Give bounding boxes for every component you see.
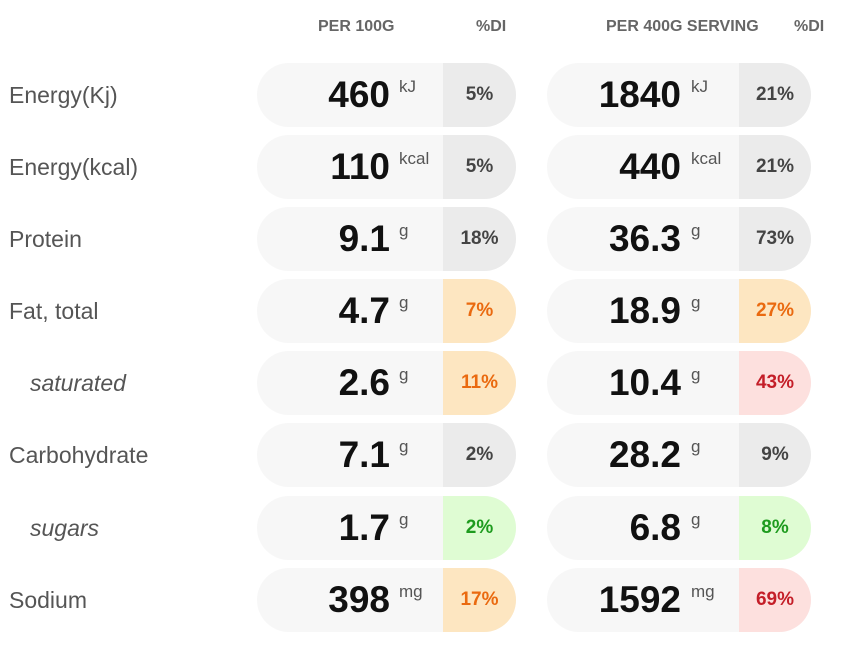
per-100g-unit: g <box>399 293 409 312</box>
nutrient-row-carbohydrate: Carbohydrate 7.1 g 2% 28.2 g 9% <box>0 423 844 487</box>
per-serving-di-badge: 21% <box>739 135 811 199</box>
per-serving-value: 28.2 <box>608 434 681 475</box>
per-100g-unit: g <box>399 221 409 240</box>
per-serving-unit: g <box>691 221 701 240</box>
per-serving-cell: 1840 kJ 21% <box>547 63 811 127</box>
per-serving-header: PER 400G SERVING <box>606 18 759 35</box>
per-100g-value: 110 <box>330 146 390 187</box>
per-100g-cell: 2.6 g 11% <box>257 351 516 415</box>
per-100g-cell: 9.1 g 18% <box>257 207 516 271</box>
nutrient-label: saturated <box>30 370 126 396</box>
per-serving-unit: g <box>691 510 701 529</box>
per-serving-di-badge: 69% <box>739 568 811 632</box>
per-serving-value: 6.8 <box>629 507 681 548</box>
per-serving-unit: mg <box>691 582 715 601</box>
per-serving-cell: 28.2 g 9% <box>547 423 811 487</box>
per-serving-unit: g <box>691 293 701 312</box>
per-serving-cell: 1592 mg 69% <box>547 568 811 632</box>
nutrient-label: sugars <box>30 515 100 541</box>
nutrient-label: Sodium <box>9 587 87 613</box>
per-100g-unit: g <box>399 365 409 384</box>
per-100g-cell: 4.7 g 7% <box>257 279 516 343</box>
nutrient-row-saturated: saturated 2.6 g 11% 10.4 g 43% <box>0 351 844 415</box>
per-serving-cell: 10.4 g 43% <box>547 351 811 415</box>
per-100g-value: 398 <box>328 579 390 620</box>
per-serving-value: 1840 <box>598 74 681 115</box>
per-100g-di-badge: 2% <box>443 423 516 487</box>
per-100g-value: 7.1 <box>338 434 390 475</box>
per-serving-di-badge: 73% <box>739 207 811 271</box>
nutrient-label: Fat, total <box>9 298 99 324</box>
per-100g-unit: mg <box>399 582 423 601</box>
per-serving-value: 440 <box>619 146 681 187</box>
per-100g-cell: 7.1 g 2% <box>257 423 516 487</box>
per-100g-di-badge: 18% <box>443 207 516 271</box>
per-100g-cell: 110 kcal 5% <box>257 135 516 199</box>
per-serving-di-badge: 9% <box>739 423 811 487</box>
nutrient-label: Carbohydrate <box>9 442 149 468</box>
per-serving-di-badge: 27% <box>739 279 811 343</box>
per-100g-di-badge: 11% <box>443 351 516 415</box>
per-serving-cell: 6.8 g 8% <box>547 496 811 560</box>
per-100g-di-badge: 17% <box>443 568 516 632</box>
per-100g-di-badge: 2% <box>443 496 516 560</box>
per-serving-unit: kcal <box>691 149 722 168</box>
per-100g-cell: 460 kJ 5% <box>257 63 516 127</box>
per-serving-di-badge: 8% <box>739 496 811 560</box>
per-serving-value: 10.4 <box>608 362 681 403</box>
per-serving-di-badge: 21% <box>739 63 811 127</box>
per-serving-unit: kJ <box>691 77 708 96</box>
nutrient-label: Energy(kcal) <box>9 154 139 180</box>
nutrient-label: Protein <box>9 226 82 252</box>
per-100g-di-badge: 7% <box>443 279 516 343</box>
di-header-per-100g: %DI <box>476 18 507 35</box>
per-100g-value: 4.7 <box>338 290 390 331</box>
per-serving-di-badge: 43% <box>739 351 811 415</box>
per-100g-unit: g <box>399 437 409 456</box>
per-100g-unit: g <box>399 510 409 529</box>
di-header-per-serving: %DI <box>794 18 825 35</box>
per-100g-header: PER 100G <box>318 18 395 35</box>
per-100g-value: 460 <box>328 74 390 115</box>
per-100g-value: 9.1 <box>338 218 390 259</box>
nutrient-label: Energy(Kj) <box>9 82 118 108</box>
nutrient-row-energy-kj: Energy(Kj) 460 kJ 5% 1840 kJ 21% <box>0 63 844 127</box>
per-serving-value: 18.9 <box>608 290 681 331</box>
per-100g-value: 1.7 <box>338 507 390 548</box>
per-serving-value: 1592 <box>598 579 681 620</box>
per-serving-cell: 36.3 g 73% <box>547 207 811 271</box>
per-100g-di-badge: 5% <box>443 135 516 199</box>
per-100g-cell: 1.7 g 2% <box>257 496 516 560</box>
per-serving-unit: g <box>691 365 701 384</box>
per-100g-di-badge: 5% <box>443 63 516 127</box>
nutrient-row-protein: Protein 9.1 g 18% 36.3 g 73% <box>0 207 844 271</box>
per-serving-unit: g <box>691 437 701 456</box>
nutrient-row-fat-total: Fat, total 4.7 g 7% 18.9 g 27% <box>0 279 844 343</box>
per-100g-cell: 398 mg 17% <box>257 568 516 632</box>
per-100g-unit: kcal <box>399 149 430 168</box>
per-serving-cell: 18.9 g 27% <box>547 279 811 343</box>
per-100g-unit: kJ <box>399 77 416 96</box>
per-serving-cell: 440 kcal 21% <box>547 135 811 199</box>
nutrient-row-sodium: Sodium 398 mg 17% 1592 mg 69% <box>0 568 844 632</box>
nutrient-row-energy-kcal: Energy(kcal) 110 kcal 5% 440 kcal 21% <box>0 135 844 199</box>
per-100g-value: 2.6 <box>338 362 390 403</box>
per-serving-value: 36.3 <box>608 218 681 259</box>
nutrient-row-sugars: sugars 1.7 g 2% 6.8 g 8% <box>0 496 844 560</box>
